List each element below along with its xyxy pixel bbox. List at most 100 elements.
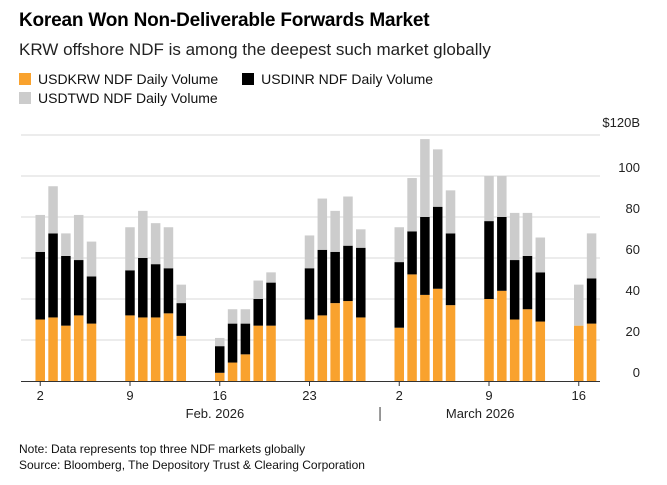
- bar-usdkrw: [445, 305, 456, 381]
- bar-usdinr: [407, 231, 417, 275]
- bar-usdinr: [163, 268, 174, 314]
- bar-usdinr: [317, 249, 328, 316]
- bar-usdkrw: [574, 325, 584, 381]
- bar-usdinr: [304, 268, 315, 320]
- x-tick-label: 23: [302, 388, 316, 403]
- y-tick-label: 20: [626, 324, 640, 339]
- bar-usdinr: [266, 282, 276, 326]
- bar-usdkrw: [73, 315, 84, 381]
- bar-usdtwd: [73, 214, 84, 261]
- bar-usdinr: [445, 233, 456, 306]
- bar-usdinr: [73, 260, 84, 316]
- bar-usdtwd: [343, 196, 353, 246]
- bar-usdkrw: [586, 323, 597, 381]
- bar-usdkrw: [138, 317, 148, 381]
- legend-swatch-usdinr: [242, 72, 255, 85]
- bar-usdtwd: [445, 190, 456, 234]
- bar-usdkrw: [394, 327, 405, 381]
- bar-usdinr: [343, 245, 353, 302]
- bar-usdkrw: [48, 317, 58, 381]
- bar-usdtwd: [214, 337, 225, 347]
- bar-usdinr: [86, 276, 97, 324]
- bar-usdtwd: [330, 210, 340, 252]
- bar-usdkrw: [509, 319, 520, 381]
- y-tick-label: 40: [626, 283, 640, 298]
- bar-usdkrw: [125, 315, 135, 381]
- bar-usdinr: [176, 303, 187, 336]
- legend-item-usdinr: USDINR NDF Daily Volume: [242, 69, 433, 88]
- bar-usdinr: [586, 278, 597, 324]
- chart-subtitle: KRW offshore NDF is among the deepest su…: [19, 40, 491, 59]
- bar-usdtwd: [35, 214, 45, 252]
- bar-usdkrw: [86, 323, 97, 381]
- y-tick-label: 0: [633, 365, 640, 380]
- bar-usdtwd: [138, 210, 148, 258]
- x-tick-label: 16: [213, 388, 227, 403]
- bar-usdtwd: [86, 241, 97, 277]
- bar-usdtwd: [497, 176, 507, 217]
- bar-usdkrw: [240, 354, 251, 381]
- bar-usdkrw: [330, 303, 340, 381]
- bar-usdtwd: [253, 280, 263, 299]
- legend-label-usdkrw: USDKRW NDF Daily Volume: [38, 70, 219, 87]
- bar-usdkrw: [343, 301, 353, 381]
- bar-usdkrw: [497, 290, 507, 381]
- chart-source: Source: Bloomberg, The Depository Trust …: [19, 458, 365, 472]
- bar-usdkrw: [176, 335, 187, 381]
- y-tick-label: 60: [626, 242, 640, 257]
- bar-usdtwd: [420, 139, 430, 217]
- bar-usdinr: [420, 217, 430, 295]
- chart-note: Note: Data represents top three NDF mark…: [19, 442, 306, 456]
- bar-usdtwd: [407, 178, 417, 232]
- chart-title: Korean Won Non-Deliverable Forwards Mark…: [19, 10, 430, 31]
- bar-usdinr: [535, 272, 546, 322]
- bar-usdinr: [125, 270, 135, 316]
- bar-usdkrw: [61, 325, 71, 381]
- bar-usdinr: [432, 206, 443, 289]
- bar-usdkrw: [317, 315, 328, 381]
- x-tick-label: 9: [485, 388, 492, 403]
- bar-usdkrw: [407, 274, 417, 381]
- bar-usdkrw: [484, 299, 494, 381]
- bar-usdinr: [253, 299, 263, 326]
- bar-usdinr: [509, 260, 520, 320]
- bar-usdinr: [138, 258, 148, 318]
- bar-usdtwd: [176, 284, 187, 304]
- bar-usdinr: [522, 255, 533, 310]
- bar-usdtwd: [586, 233, 597, 279]
- bar-usdinr: [356, 247, 366, 318]
- bar-usdkrw: [356, 317, 366, 381]
- bar-usdtwd: [356, 229, 366, 248]
- bar-usdkrw: [535, 321, 546, 381]
- bar-usdtwd: [317, 198, 328, 250]
- bar-usdtwd: [266, 272, 276, 283]
- bar-usdtwd: [535, 237, 546, 273]
- x-tick-label: 16: [572, 388, 586, 403]
- bar-usdinr: [150, 264, 161, 318]
- bar-usdinr: [330, 251, 340, 304]
- bar-usdtwd: [522, 212, 533, 256]
- bar-usdtwd: [125, 227, 135, 271]
- bar-usdtwd: [150, 223, 161, 265]
- bar-usdkrw: [432, 288, 443, 381]
- legend-item-usdtwd: USDTWD NDF Daily Volume: [19, 88, 218, 107]
- legend-label-usdinr: USDINR NDF Daily Volume: [261, 70, 434, 87]
- bar-usdkrw: [522, 309, 533, 381]
- legend-label-usdtwd: USDTWD NDF Daily Volume: [38, 89, 218, 106]
- bar-usdkrw: [227, 362, 238, 381]
- bar-usdtwd: [432, 149, 443, 207]
- bar-usdtwd: [227, 309, 238, 324]
- bar-usdtwd: [163, 227, 174, 269]
- bar-usdinr: [227, 323, 238, 363]
- chart-legend: USDKRW NDF Daily Volume USDINR NDF Daily…: [19, 69, 459, 107]
- legend-swatch-usdkrw: [19, 72, 31, 85]
- bar-usdkrw: [420, 294, 430, 381]
- bar-usdtwd: [61, 233, 71, 256]
- bar-usdtwd: [574, 284, 584, 326]
- bar-usdtwd: [394, 227, 405, 263]
- y-tick-label: $120B: [602, 115, 640, 130]
- bar-usdkrw: [35, 319, 45, 381]
- bar-usdtwd: [48, 186, 58, 234]
